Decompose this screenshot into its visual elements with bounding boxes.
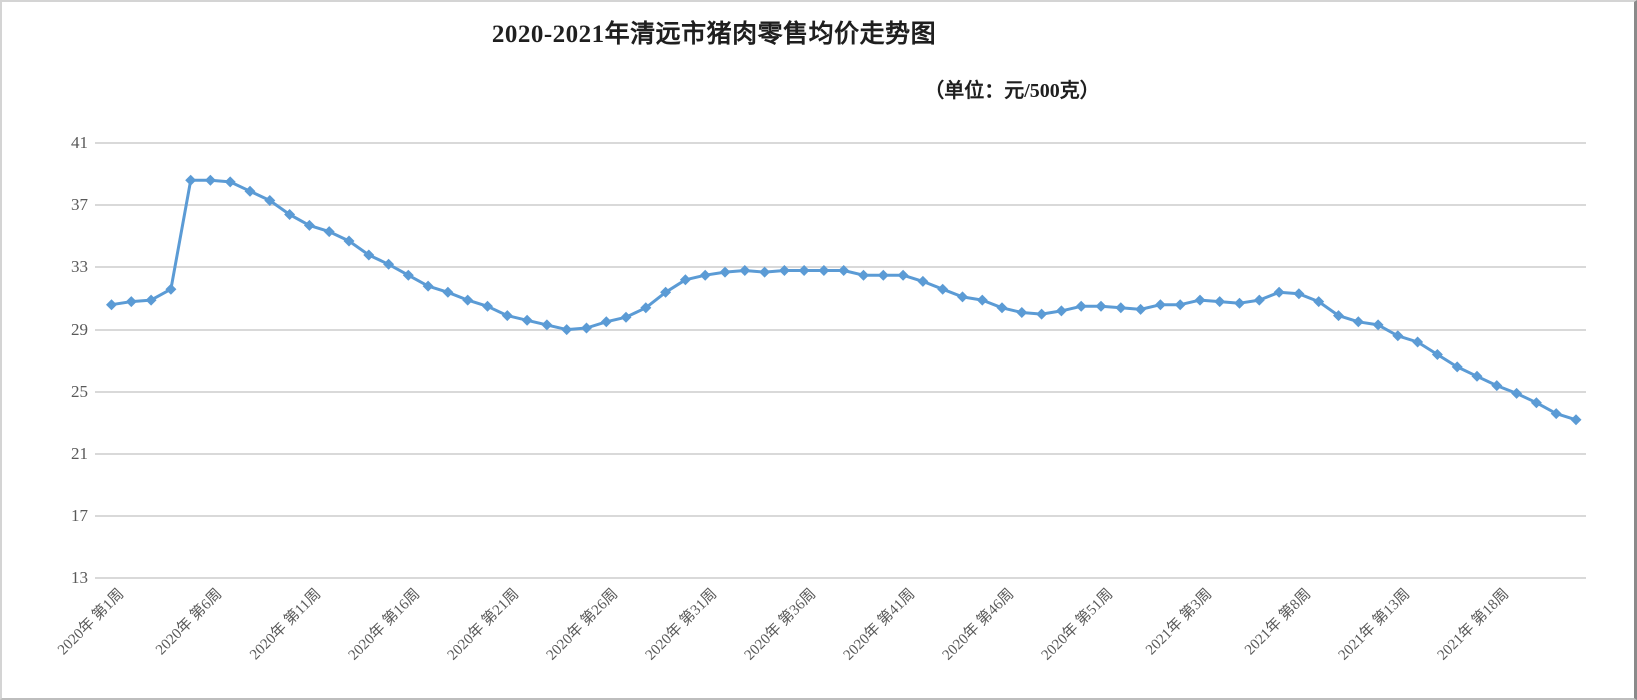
y-axis-tick-label: 17: [71, 506, 88, 526]
gridline-y-33: [95, 266, 1586, 269]
chart-unit-label: （单位：元/500克）: [924, 80, 1100, 102]
gridline-y-17: [95, 515, 1586, 518]
y-axis-tick-label: 37: [71, 195, 88, 215]
gridline-y-21: [95, 453, 1586, 455]
y-axis-tick-label: 13: [71, 568, 88, 588]
data-point-markers: [106, 174, 1582, 426]
gridline-y-41: [95, 142, 1586, 144]
y-axis-tick-label: 41: [71, 133, 88, 152]
gridline-y-25: [95, 390, 1586, 393]
chart-title: 2020-2021年清远市猪肉零售均价走势图: [491, 21, 937, 48]
y-axis-tick-label: 25: [71, 381, 88, 401]
y-axis-tick-label: 21: [71, 444, 88, 463]
y-axis-tick-label: 29: [71, 319, 88, 339]
gridline-y-29: [95, 328, 1586, 331]
gridline-y-37: [95, 204, 1586, 207]
gridline-y-13: [95, 577, 1586, 580]
price-line: [110, 178, 1578, 422]
y-axis-tick-label: 33: [71, 257, 88, 277]
